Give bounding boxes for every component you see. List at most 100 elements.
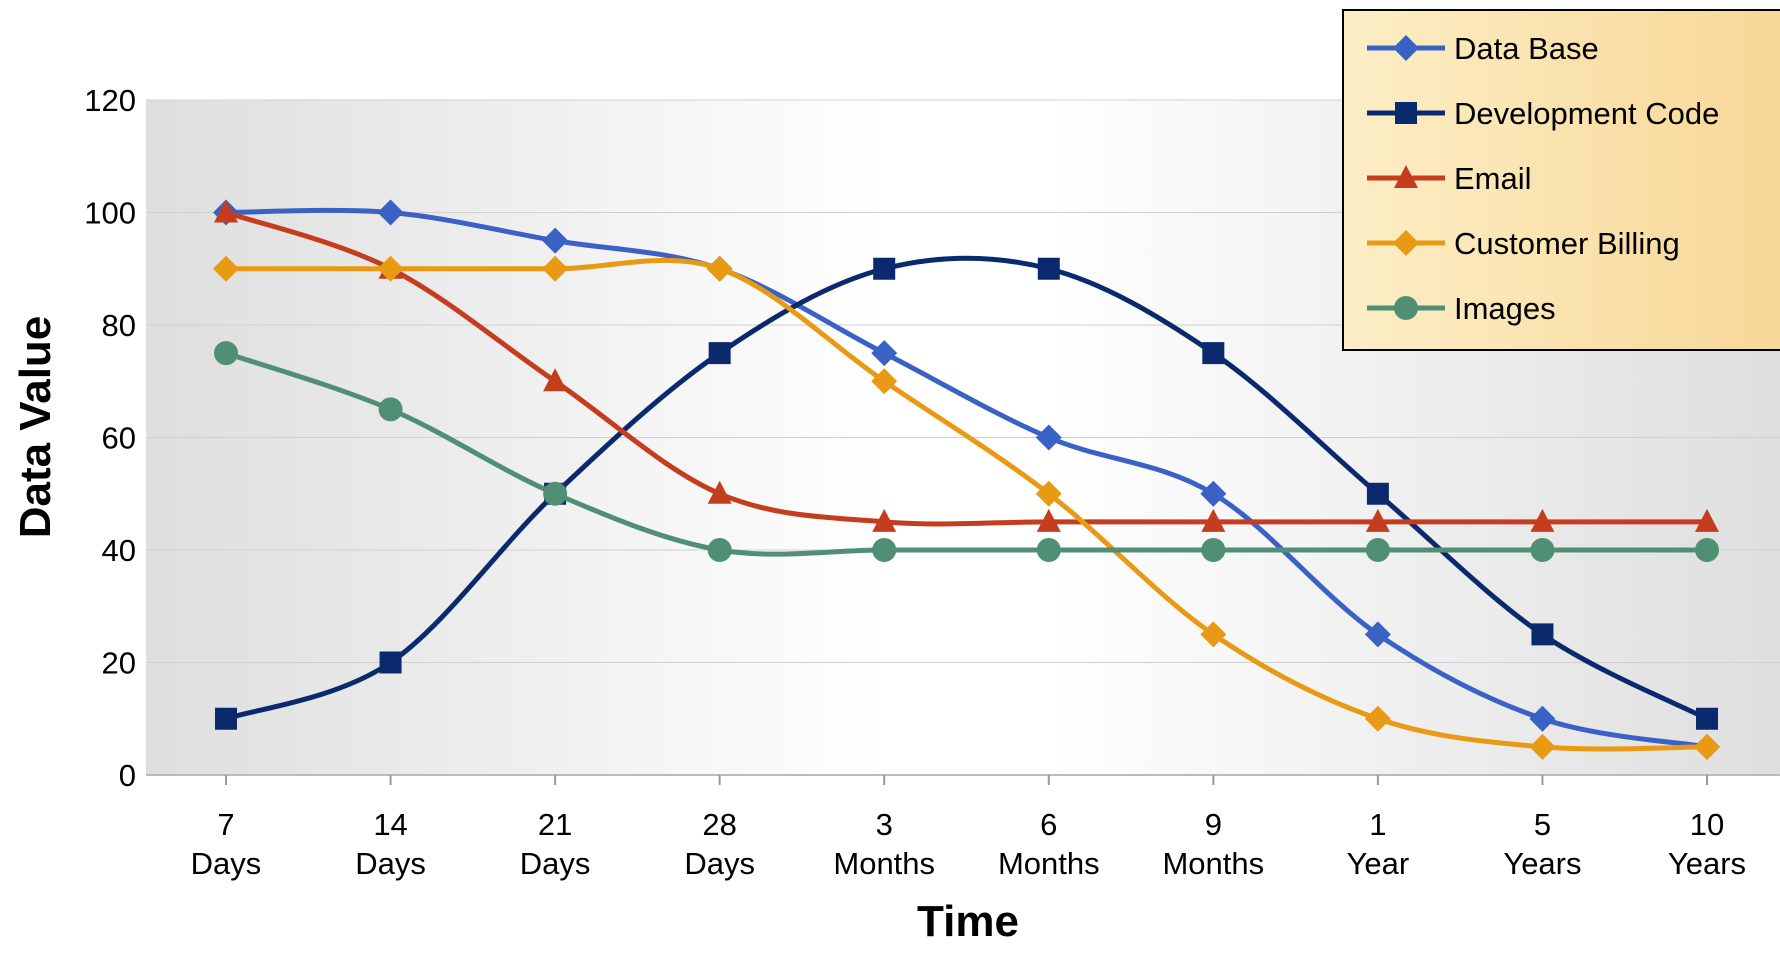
legend-marker-development-code — [1395, 102, 1417, 124]
legend-marker-images — [1394, 296, 1418, 320]
x-tick-label: 7 Days — [191, 807, 262, 881]
legend-marker-customer-billing — [1393, 230, 1419, 256]
x-tick-label-line: Months — [1162, 846, 1264, 881]
legend-label: Customer Billing — [1454, 226, 1680, 261]
legend-item-customer-billing: Customer Billing — [1367, 226, 1680, 261]
y-tick-label: 120 — [84, 83, 136, 118]
x-tick-label-line: 3 — [876, 807, 893, 842]
data-point-email — [1695, 508, 1719, 532]
legend-item-development-code: Development Code — [1367, 96, 1719, 131]
x-tick-label-line: 1 — [1369, 807, 1386, 842]
data-point-images — [214, 341, 238, 366]
series-development-code — [215, 255, 1718, 730]
data-point-data-base — [377, 199, 404, 226]
data-point-customer-billing — [542, 255, 569, 282]
data-point-development-code — [1696, 707, 1718, 730]
legend-label: Data Base — [1454, 31, 1599, 66]
series-lines — [213, 199, 1720, 760]
x-tick-label: 10 Years — [1668, 807, 1746, 881]
legend-label: Development Code — [1454, 96, 1719, 131]
x-tick-label-line: 9 — [1205, 807, 1222, 842]
x-tick-label-line: Days — [520, 846, 591, 881]
data-point-data-base — [871, 340, 898, 367]
data-point-data-base — [1200, 480, 1227, 507]
x-tick-label-line: Months — [998, 846, 1100, 881]
x-tick-label-line: 21 — [538, 807, 572, 842]
x-tick-label: 14 Days — [355, 807, 426, 881]
x-tick-label-line: 5 — [1534, 807, 1551, 842]
data-point-data-base — [1529, 705, 1556, 732]
y-tick-label: 80 — [102, 308, 136, 343]
data-point-customer-billing — [706, 255, 733, 282]
data-point-email — [872, 508, 897, 532]
y-tick-label: 100 — [84, 196, 136, 231]
series-line-development-code — [223, 255, 1710, 722]
x-tick-label: 1 Year — [1347, 807, 1410, 881]
data-point-email — [1530, 508, 1555, 532]
y-axis-ticks: 0 20 40 60 80 100 120 — [84, 83, 136, 793]
series-line-data-base — [223, 207, 1710, 750]
series-email — [214, 199, 1719, 532]
x-tick-label-line: Year — [1347, 846, 1410, 881]
x-tick-label-line: 7 — [217, 807, 234, 842]
data-point-data-base — [542, 227, 569, 254]
data-point-customer-billing — [1035, 480, 1062, 507]
data-point-images — [1201, 538, 1226, 562]
data-point-images — [378, 397, 403, 422]
data-point-development-code — [873, 257, 896, 280]
data-point-development-code — [379, 651, 402, 674]
x-tick-label-line: 10 — [1690, 807, 1724, 842]
x-tick-label: 21 Days — [520, 807, 591, 881]
series-line-images — [223, 350, 1710, 557]
x-axis-ticks: 7 Days 14 Days 21 Days 28 Days 3 Months 6 Months 9 Mo… — [146, 774, 1780, 881]
y-axis-title: Data Value — [11, 316, 60, 539]
x-tick-label-line: 6 — [1040, 807, 1057, 842]
x-tick-label-line: Months — [833, 846, 935, 881]
data-point-images — [543, 481, 568, 506]
x-tick-label-line: Years — [1503, 846, 1581, 881]
data-point-data-base — [1035, 424, 1062, 451]
data-point-development-code — [1202, 342, 1225, 365]
data-point-customer-billing — [871, 368, 898, 395]
legend: Data Base Development Code Email Customer B… — [1342, 9, 1780, 351]
legend-marker-email — [1394, 165, 1418, 188]
data-point-customer-billing — [1364, 705, 1391, 732]
series-customer-billing — [213, 255, 1720, 760]
data-point-email — [1201, 508, 1226, 532]
x-tick-label-line: 14 — [373, 807, 407, 842]
series-line-customer-billing — [223, 257, 1710, 752]
x-tick-label: 5 Years — [1503, 807, 1581, 881]
legend-item-images: Images — [1367, 291, 1556, 326]
x-tick-label: 3 Months — [833, 807, 935, 881]
x-tick-label: 28 Days — [684, 807, 755, 881]
x-tick-label: 6 Months — [998, 807, 1100, 881]
data-point-images — [1530, 538, 1555, 562]
data-point-email — [543, 368, 568, 392]
series-images — [214, 341, 1719, 562]
data-point-development-code — [1037, 257, 1060, 280]
data-point-development-code — [1531, 623, 1554, 646]
legend-item-email: Email — [1367, 161, 1532, 196]
data-point-customer-billing — [1694, 733, 1720, 760]
x-axis-title: Time — [917, 897, 1019, 946]
legend-label: Images — [1454, 291, 1556, 326]
series-line-email — [223, 210, 1710, 527]
data-point-customer-billing — [1529, 733, 1556, 760]
x-tick-label: 9 Months — [1162, 807, 1264, 881]
x-tick-label-line: 28 — [702, 807, 736, 842]
data-point-development-code — [1366, 482, 1389, 505]
legend-item-data-base: Data Base — [1367, 31, 1599, 66]
y-tick-label: 40 — [102, 533, 136, 568]
legend-marker-data-base — [1393, 35, 1419, 61]
data-point-customer-billing — [1200, 621, 1227, 648]
y-tick-label: 60 — [102, 421, 136, 456]
x-tick-label-line: Days — [191, 846, 262, 881]
data-point-email — [1365, 508, 1390, 532]
data-point-images — [1695, 538, 1719, 562]
y-tick-label: 20 — [102, 646, 136, 681]
legend-label: Email — [1454, 161, 1532, 196]
data-point-email — [1036, 508, 1061, 532]
data-point-customer-billing — [213, 255, 239, 282]
data-point-development-code — [708, 342, 731, 365]
